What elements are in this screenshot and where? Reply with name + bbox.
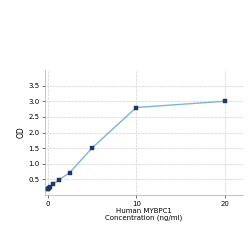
- Y-axis label: OD: OD: [16, 126, 26, 138]
- X-axis label: Human MYBPC1
Concentration (ng/ml): Human MYBPC1 Concentration (ng/ml): [105, 208, 182, 222]
